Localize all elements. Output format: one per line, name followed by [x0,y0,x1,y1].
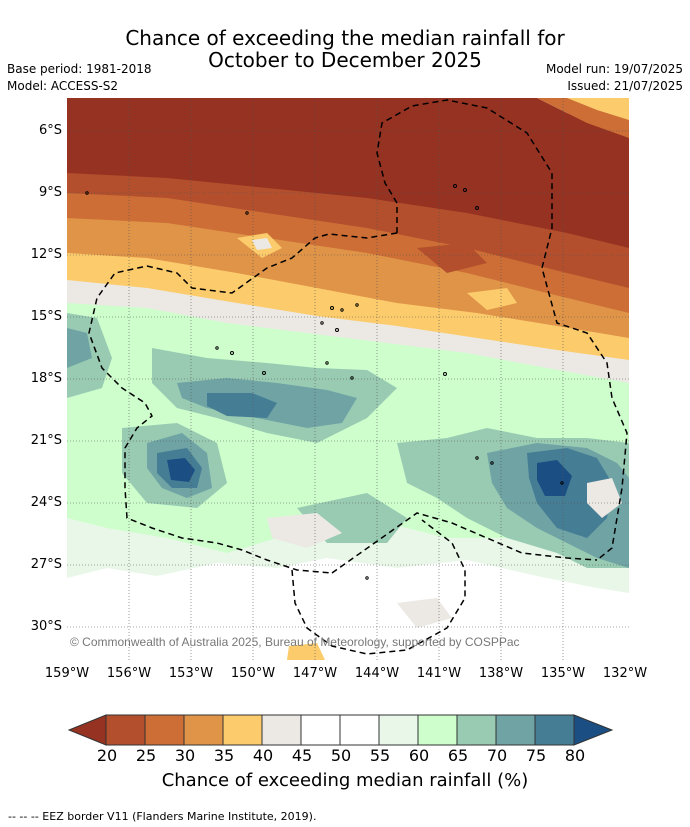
colorbar-cell [417,714,458,746]
lat-label-27s: 27°S [30,557,62,572]
dry-region-darkest [67,98,629,248]
grey-patch-3 [587,478,622,518]
colorbar-cell [144,714,185,746]
teal-region-4 [67,328,92,368]
colorbar-cell [378,714,419,746]
colorbar-tick-65: 65 [447,746,469,765]
colorbar-tick-30: 30 [174,746,196,765]
colorbar-cell [339,714,380,746]
gridlines [67,98,629,660]
south-orange-patch [287,643,325,660]
lat-label-24s: 24°S [30,495,62,510]
lon-label-156w: 156°W [106,666,152,681]
colorbar-cell [456,714,497,746]
colorbar-cell [183,714,224,746]
base-period: Base period: 1981-2018 [7,62,152,76]
grey-patch-2 [397,598,452,628]
dry-band-brown [67,158,629,288]
ne-corner-wedge-yellow [567,98,629,120]
colorbar-cell [222,714,263,746]
colorbar-tick-60: 60 [408,746,430,765]
colorbar-tick-40: 40 [252,746,274,765]
lon-label-153w: 153°W [168,666,214,681]
lat-label-30s: 30°S [30,619,62,634]
eez-border-southern-loop [291,519,466,655]
lat-label-21s: 21°S [30,433,62,448]
colorbar-tick-25: 25 [135,746,157,765]
eez-border-middle [88,232,398,574]
eez-legend-note: -- -- -- EEZ border V11 (Flanders Marine… [8,810,317,823]
dry-band-dark-orange [67,183,629,313]
grey-patch-1 [267,513,342,548]
lat-label-6s: 6°S [38,123,62,138]
lat-label-12s: 12°S [30,247,62,262]
colorbar-cell [495,714,536,746]
dark-blue-region-2 [537,460,572,496]
model-run: Model run: 19/07/2025 [545,62,683,76]
dry-patch-4 [417,243,487,273]
title-line-1: Chance of exceeding the median rainfall … [125,26,565,50]
lat-label-15s: 15°S [30,309,62,324]
lon-label-141w: 141°W [416,666,462,681]
colorbar-tick-70: 70 [486,746,508,765]
colorbar-cell [534,714,575,746]
rainfall-map: © Commonwealth of Australia 2025, Bureau… [67,98,629,660]
colorbar-tick-80: 80 [564,746,586,765]
colorbar-label: Chance of exceeding median rainfall (%) [161,770,529,791]
dark-blue-region-1 [167,458,195,482]
dry-band-neutral [67,273,629,383]
colorbar-high-extension [573,714,614,746]
colorbar-tick-75: 75 [525,746,547,765]
lon-label-144w: 144°W [354,666,400,681]
lon-label-132w: 132°W [602,666,648,681]
title-line-2: October to December 2025 [208,48,482,72]
lon-label-150w: 150°W [230,666,276,681]
dry-patch-2 [252,238,272,250]
lon-label-138w: 138°W [478,666,524,681]
issued-date: Issued: 21/07/2025 [567,79,683,93]
colorbar [68,714,614,746]
eez-border-south [331,512,598,574]
islands [85,184,564,580]
colorbar-cell [300,714,341,746]
eez-borders [88,99,628,655]
neutral-south-region [67,558,629,660]
dry-patch-3 [467,288,517,310]
colorbar-tick-20: 20 [96,746,118,765]
colorbar-tick-35: 35 [213,746,235,765]
dry-band-yellow [67,248,629,360]
copyright-notice: © Commonwealth of Australia 2025, Bureau… [70,635,520,649]
model-name: Model: ACCESS-S2 [7,79,119,93]
colorbar-low-extension [68,714,107,746]
lat-label-9s: 9°S [38,185,62,200]
blue-region-1 [207,393,277,418]
colorbar-tick-50: 50 [330,746,352,765]
colorbar-tick-45: 45 [291,746,313,765]
colorbar-cell [105,714,146,746]
lat-label-18s: 18°S [30,371,62,386]
lon-label-135w: 135°W [540,666,586,681]
lon-label-159w: 159°W [44,666,90,681]
colorbar-cell [261,714,302,746]
colorbar-tick-55: 55 [369,746,391,765]
lon-label-147w: 147°W [292,666,338,681]
